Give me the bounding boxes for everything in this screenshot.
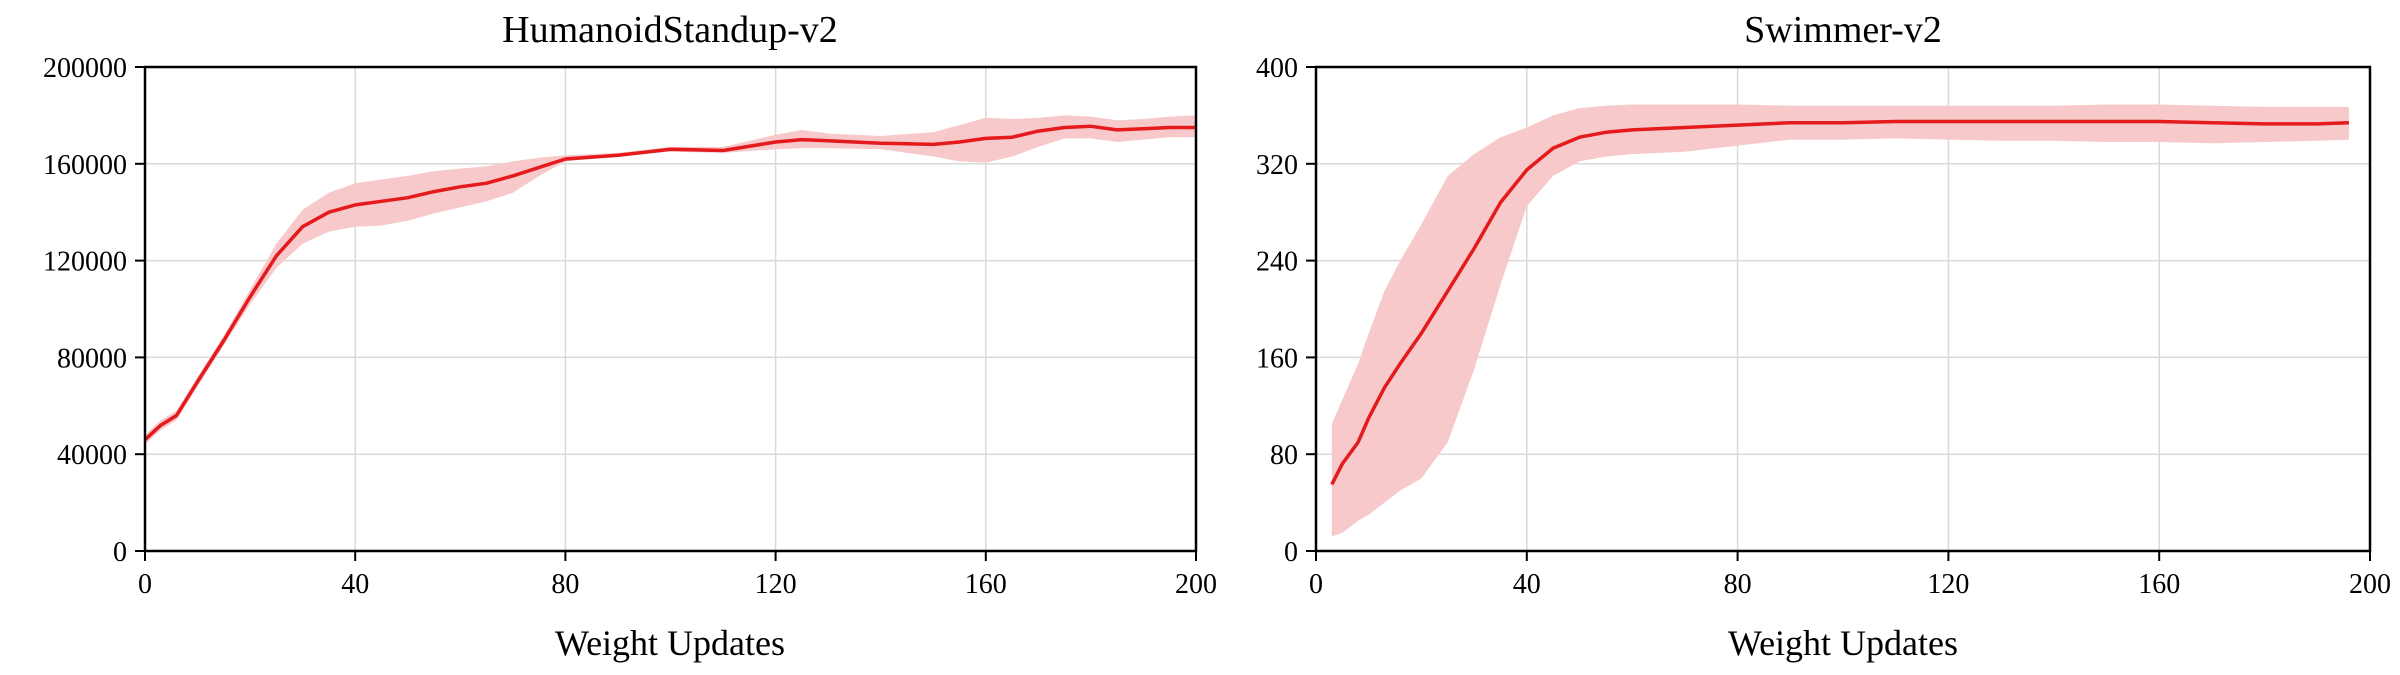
y-tick-label: 160000 — [43, 150, 127, 181]
x-tick-label: 120 — [755, 569, 797, 600]
x-tick-label: 40 — [1513, 569, 1541, 600]
x-tick-label: 80 — [1724, 569, 1752, 600]
x-tick-label: 120 — [1927, 569, 1969, 600]
ticks: 0 40 80 120 160 200 0 40000 80000 120000 160000 200… — [43, 53, 1217, 600]
axes-frame — [143, 65, 1198, 553]
y-tick-label: 40000 — [57, 440, 127, 471]
confidence-band — [145, 115, 1196, 445]
y-tick-label: 80 — [1270, 440, 1298, 471]
y-tick-label: 0 — [1284, 537, 1298, 568]
series-lines — [1330, 119, 2349, 486]
y-tick-label: 80000 — [57, 343, 127, 374]
ticks: 0 40 80 120 160 200 0 80 160 240 320 400 — [1256, 53, 2391, 600]
y-tick-label: 400 — [1256, 53, 1298, 84]
x-axis-label: Weight Updates — [555, 623, 785, 663]
chart-title: Swimmer-v2 — [1744, 9, 1942, 51]
confidence-band — [1331, 104, 2349, 537]
axes-frame — [1314, 65, 2372, 553]
x-axis-label: Weight Updates — [1728, 623, 1958, 663]
x-tick-label: 0 — [138, 569, 152, 600]
x-tick-label: 80 — [551, 569, 579, 600]
x-tick-label: 200 — [2349, 569, 2391, 600]
y-tick-label: 240 — [1256, 247, 1298, 278]
confidence-bands — [1331, 104, 2349, 537]
x-tick-label: 40 — [341, 569, 369, 600]
x-tick-label: 160 — [965, 569, 1007, 600]
chart-swimmer: Swimmer-v2 Weight Updates 0 40 80 120 160 200… — [1256, 9, 2391, 663]
x-tick-label: 0 — [1309, 569, 1323, 600]
y-tick-label: 120000 — [43, 247, 127, 278]
chart-humanoidstandup: HumanoidStandup-v2 Weight Updates 0 40 80 1… — [43, 9, 1217, 663]
series-lines — [143, 124, 1196, 441]
plot-frame — [1314, 65, 2372, 553]
y-tick-label: 320 — [1256, 150, 1298, 181]
y-tick-label: 160 — [1256, 343, 1298, 374]
plot-frame — [143, 65, 1198, 553]
confidence-bands — [145, 115, 1196, 445]
x-tick-label: 160 — [2138, 569, 2180, 600]
chart-title: HumanoidStandup-v2 — [502, 9, 838, 51]
y-tick-label: 0 — [113, 537, 127, 568]
x-tick-label: 200 — [1175, 569, 1217, 600]
series-line — [143, 124, 1196, 441]
series-line — [1330, 119, 2349, 486]
y-tick-label: 200000 — [43, 53, 127, 84]
